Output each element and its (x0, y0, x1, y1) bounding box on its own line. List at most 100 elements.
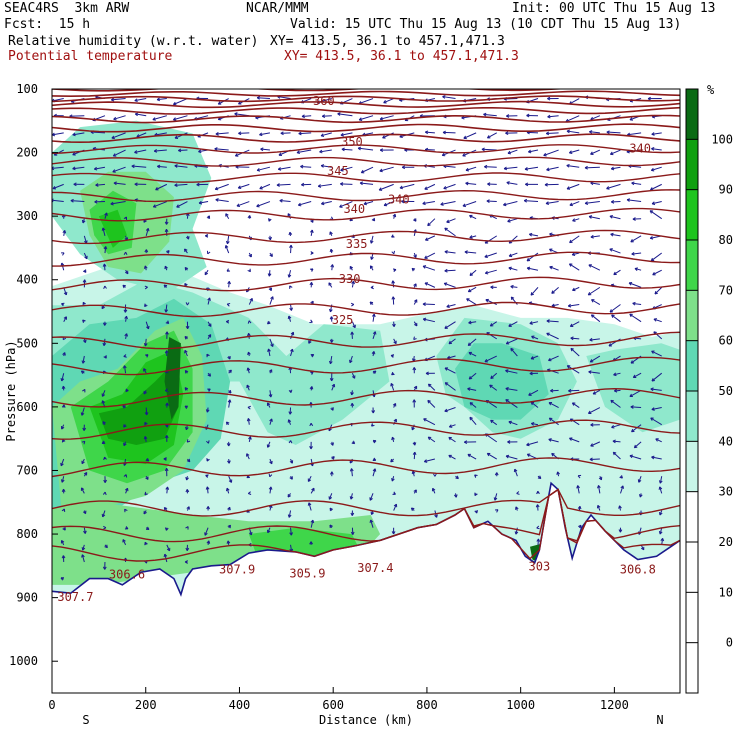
wind-vector (570, 347, 580, 357)
wind-vector-head (549, 248, 553, 252)
wind-vector-head (546, 319, 550, 323)
wind-vector-head (546, 167, 550, 172)
rh-band-80-upper (98, 209, 127, 248)
wind-vector-head (469, 214, 473, 219)
wind-vector-head (103, 285, 107, 289)
wind-vector-head (186, 506, 190, 510)
wind-vector-head (568, 263, 573, 267)
wind-vector-head (165, 320, 170, 325)
wind-vector (135, 113, 147, 117)
wind-vector-head (536, 525, 540, 530)
colorbar-tick-label: 20 (719, 535, 733, 549)
wind-vector-head (204, 233, 209, 238)
wind-vector-head (649, 235, 654, 240)
wind-vector-head (61, 488, 66, 493)
wind-vector (427, 400, 436, 408)
wind-vector-head (247, 268, 251, 273)
wind-vector (337, 113, 353, 117)
wind-vector-head (606, 130, 610, 135)
wind-vector-head (215, 198, 219, 202)
wind-vector-head (536, 490, 540, 495)
wind-vector-head (412, 399, 417, 403)
wind-vector (506, 182, 518, 185)
wind-vector-head (590, 151, 594, 155)
isentrope-line (52, 488, 680, 517)
wind-vector-head (165, 486, 170, 490)
wind-vector-head (652, 271, 656, 276)
wind-vector (613, 269, 621, 276)
wind-vector (514, 468, 518, 477)
wind-vector-head (329, 231, 333, 235)
wind-vector-head (112, 153, 117, 157)
wind-vector (296, 149, 312, 154)
wind-vector (308, 502, 312, 511)
wind-vector-head (391, 478, 395, 482)
wind-vector (90, 131, 105, 134)
wind-vector-head (269, 460, 273, 465)
wind-vector-head (444, 268, 448, 273)
wind-vector-head (363, 201, 368, 206)
wind-vector (173, 115, 188, 121)
wind-vector-head (123, 216, 128, 220)
wind-vector-head (589, 359, 594, 363)
wind-vector-head (73, 182, 77, 187)
wind-vector (529, 321, 539, 325)
x-tick-label: 200 (135, 698, 157, 712)
wind-vector-head (569, 323, 574, 327)
wind-vector (215, 132, 229, 135)
wind-vector-head (390, 354, 395, 358)
wind-vector (652, 269, 662, 276)
wind-vector (468, 352, 477, 357)
wind-vector (589, 338, 600, 341)
wind-vector-head (543, 152, 547, 157)
wind-vector (215, 183, 229, 190)
wind-vector (508, 252, 518, 257)
x-tick-label: 1200 (600, 698, 629, 712)
wind-vector-head (505, 454, 510, 459)
wind-vector (214, 148, 229, 151)
wind-vector-head (103, 246, 108, 250)
wind-vector (468, 321, 477, 324)
wind-vector-head (329, 308, 333, 313)
x-end-label-right: N (656, 713, 663, 727)
wind-vector-head (248, 436, 252, 440)
wind-vector-head (329, 507, 334, 512)
wind-vector-head (62, 230, 67, 234)
wind-vector-head (288, 411, 293, 415)
wind-vector (166, 544, 171, 552)
wind-vector (290, 348, 293, 357)
wind-vector-head (134, 98, 138, 103)
wind-vector-head (507, 440, 511, 444)
wind-vector-head (184, 370, 189, 374)
wind-vector (448, 338, 456, 345)
wind-vector-head (237, 185, 242, 190)
wind-vector (215, 199, 229, 203)
wind-vector-head (379, 116, 384, 121)
wind-vector-head (260, 147, 264, 152)
wind-vector-head (63, 316, 67, 320)
wind-vector (508, 267, 518, 271)
isentrope-line (52, 229, 680, 245)
wind-vector-head (206, 440, 210, 444)
wind-vector (269, 338, 274, 347)
wind-vector-head (61, 252, 65, 256)
wind-vector (61, 476, 65, 483)
wind-vector-head (628, 281, 633, 286)
wind-vector-head (422, 302, 426, 307)
wind-vector-head (227, 399, 232, 403)
wind-vector (113, 182, 126, 185)
wind-vector-head (228, 479, 233, 483)
x-tick-label: 800 (416, 698, 438, 712)
wind-vector-head (227, 506, 231, 511)
wind-vector-head (620, 485, 625, 489)
wind-vector (659, 476, 663, 484)
wind-vector (469, 402, 477, 408)
wind-vector (259, 183, 271, 190)
colorbar-tick-label: 30 (719, 485, 733, 499)
wind-vector-head (516, 491, 520, 495)
wind-vector-head (134, 150, 138, 154)
wind-vector-head (207, 297, 211, 301)
wind-vector (467, 338, 477, 346)
wind-vector-head (329, 377, 334, 382)
